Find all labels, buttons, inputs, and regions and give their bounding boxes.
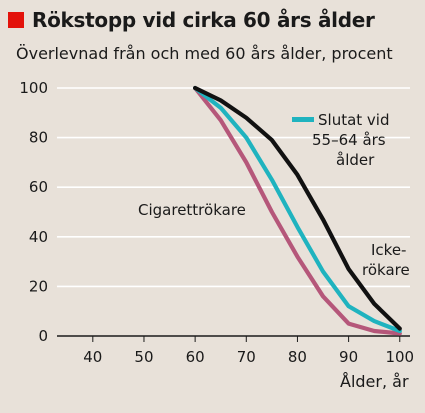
x-tick-label: 40 bbox=[83, 348, 102, 366]
label-quit-line1: Slutat vid bbox=[318, 111, 389, 129]
label-quit-line2: 55–64 års bbox=[312, 131, 386, 149]
x-axis-label: Ålder, år bbox=[340, 372, 409, 391]
label-nonsmoker-line1: Icke- bbox=[371, 241, 406, 259]
chart-title: Rökstopp vid cirka 60 års ålder bbox=[32, 8, 375, 32]
y-tick-label: 80 bbox=[29, 129, 48, 147]
x-tick-label: 90 bbox=[339, 348, 358, 366]
x-tick-label: 60 bbox=[186, 348, 205, 366]
x-tick-label: 80 bbox=[288, 348, 307, 366]
series-line-2 bbox=[193, 85, 402, 336]
x-tick-label: 50 bbox=[134, 348, 153, 366]
y-tick-label: 100 bbox=[19, 79, 48, 97]
chart-subtitle: Överlevnad från och med 60 års ålder, pr… bbox=[16, 44, 393, 63]
y-tick-label: 40 bbox=[29, 228, 48, 246]
label-nonsmoker-line2: rökare bbox=[362, 261, 410, 279]
series-line-0 bbox=[193, 85, 402, 331]
legend-swatch-quit bbox=[292, 117, 314, 122]
label-smokers: Cigarettrökare bbox=[138, 201, 246, 219]
label-quit-line3: ålder bbox=[336, 151, 375, 169]
brand-square-icon bbox=[8, 12, 24, 28]
y-tick-label: 0 bbox=[38, 327, 48, 345]
series-line-1 bbox=[193, 85, 402, 334]
x-tick-label: 100 bbox=[385, 348, 414, 366]
x-tick-label: 70 bbox=[237, 348, 256, 366]
title-row: Rökstopp vid cirka 60 års ålder bbox=[8, 8, 375, 32]
y-tick-label: 60 bbox=[29, 178, 48, 196]
y-tick-label: 20 bbox=[29, 277, 48, 295]
